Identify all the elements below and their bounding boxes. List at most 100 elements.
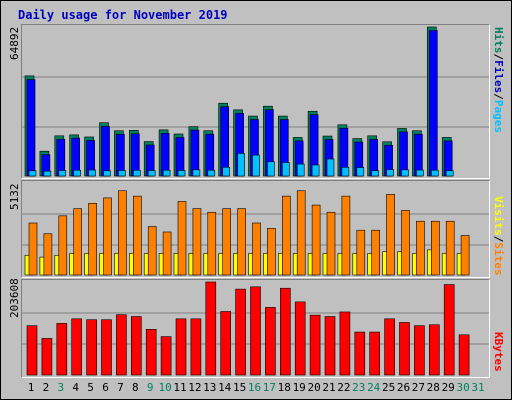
chart-title: Daily usage for November 2019 xyxy=(18,8,228,22)
kbytes-bar xyxy=(56,323,68,376)
pages-bar xyxy=(386,169,394,177)
kbytes-bar xyxy=(250,286,261,376)
pages-bar xyxy=(311,164,320,177)
kbytes-bar xyxy=(190,318,202,376)
kbytes-bar xyxy=(324,316,336,376)
sites-bar xyxy=(133,195,142,276)
kbytes-bar xyxy=(443,284,455,376)
pages-bar xyxy=(162,169,171,177)
sites-bar xyxy=(162,231,172,276)
pages-bar xyxy=(118,170,126,177)
day-label: 18 xyxy=(277,381,291,394)
pages-bar xyxy=(430,169,439,177)
day-label: 9 xyxy=(146,381,154,394)
panel-top xyxy=(21,24,490,179)
day-label: 1 xyxy=(27,381,35,394)
pages-bar xyxy=(401,169,409,177)
day-label: 29 xyxy=(441,381,455,394)
pages-bar xyxy=(207,169,216,177)
sites-bar xyxy=(281,195,291,276)
kbytes-bar xyxy=(458,334,470,376)
kbytes-bar xyxy=(279,287,291,376)
pages-bar xyxy=(326,158,335,177)
sites-bar xyxy=(88,202,97,276)
sites-bar xyxy=(267,228,276,276)
pages-bar xyxy=(252,154,260,177)
pages-bar xyxy=(58,170,67,177)
kbytes-bar xyxy=(414,325,425,376)
kbytes-bar xyxy=(235,288,246,376)
day-label: 23 xyxy=(352,381,366,394)
kbytes-bar xyxy=(145,329,157,376)
sites-bar xyxy=(401,210,410,276)
kbytes-bar xyxy=(86,319,97,376)
day-label: 6 xyxy=(102,381,109,394)
pages-bar xyxy=(192,169,201,177)
day-label: 22 xyxy=(337,381,351,394)
sites-bar xyxy=(296,190,306,276)
files-bar xyxy=(131,133,140,177)
files-bar xyxy=(205,133,215,177)
sites-bar xyxy=(177,201,187,276)
pages-bar xyxy=(341,166,350,177)
pages-bar xyxy=(133,169,141,177)
sites-bar xyxy=(445,220,455,276)
kbytes-bar xyxy=(428,324,440,376)
kbytes-bar xyxy=(220,311,231,376)
pages-bar xyxy=(237,153,245,177)
pages-bar xyxy=(267,161,275,177)
day-label: 13 xyxy=(203,381,217,394)
kbytes-bar xyxy=(205,281,217,376)
sites-bar xyxy=(386,194,395,276)
kbytes-bar xyxy=(101,319,112,376)
pages-bar xyxy=(356,167,365,177)
day-label: 12 xyxy=(188,381,202,394)
pages-bar xyxy=(371,170,380,177)
day-label: 14 xyxy=(218,381,232,394)
day-label: 8 xyxy=(131,381,139,394)
kbytes-bar xyxy=(354,331,366,376)
pages-bar xyxy=(281,162,290,177)
day-label: 4 xyxy=(72,381,79,394)
sites-bar xyxy=(326,211,336,276)
pages-bar xyxy=(177,170,186,177)
day-label: 24 xyxy=(367,381,381,394)
pages-bar xyxy=(445,170,454,177)
pages-bar xyxy=(103,170,111,177)
sites-bar xyxy=(341,195,351,276)
files-bar xyxy=(399,131,408,177)
sites-bar xyxy=(73,208,82,276)
day-label: 26 xyxy=(396,381,411,394)
files-bar xyxy=(220,106,229,177)
sites-bar xyxy=(147,226,157,276)
sites-bar xyxy=(356,229,366,276)
day-label: 3 xyxy=(57,381,65,394)
kbytes-bar xyxy=(265,307,276,376)
sites-bar xyxy=(58,215,68,276)
files-bar xyxy=(190,129,200,177)
kbytes-bar xyxy=(384,318,395,376)
panel-mid xyxy=(21,180,490,278)
kbytes-bar xyxy=(41,338,53,376)
kbytes-bar xyxy=(175,318,187,376)
sites-bar xyxy=(252,222,261,276)
day-label: 19 xyxy=(292,381,306,394)
day-label: 27 xyxy=(411,381,426,394)
day-label: 30 xyxy=(456,381,470,394)
kbytes-bar xyxy=(339,311,351,376)
pages-bar xyxy=(296,163,305,177)
files-bar xyxy=(26,79,36,177)
kbytes-bar xyxy=(294,301,306,376)
kbytes-bar xyxy=(116,314,127,376)
kbytes-bar xyxy=(369,331,381,376)
sites-bar xyxy=(207,211,217,276)
day-label: 16 xyxy=(247,381,262,394)
kbytes-bar xyxy=(131,316,142,376)
day-label: 25 xyxy=(381,381,396,394)
pages-bar xyxy=(88,169,96,177)
kbytes-bar xyxy=(160,336,172,376)
sites-bar xyxy=(192,208,202,276)
sites-bar xyxy=(222,208,231,276)
pages-bar xyxy=(222,166,230,177)
